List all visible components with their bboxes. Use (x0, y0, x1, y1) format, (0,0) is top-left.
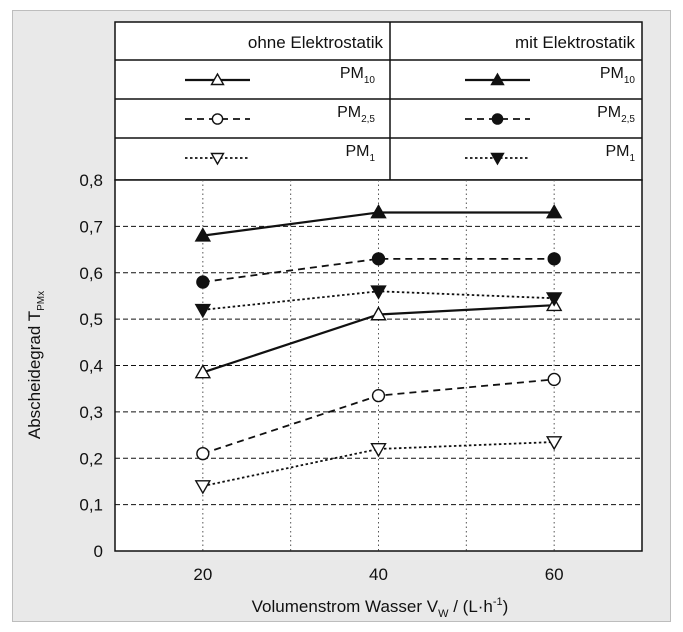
data-point-marker (371, 252, 386, 266)
data-point-marker (196, 275, 210, 289)
legend-entry: PM10 (465, 65, 635, 86)
series-pm1-ohne-elektrostatik (194, 436, 563, 495)
legend-label: PM10 (600, 65, 636, 86)
legend-label: PM1 (345, 143, 375, 164)
data-point-marker (196, 446, 210, 461)
data-point-marker (194, 227, 212, 242)
data-point-marker (210, 72, 225, 86)
y-tick-label: 0 (94, 542, 103, 561)
series-line (202, 441, 555, 487)
data-point-marker (194, 480, 212, 495)
data-point-marker (545, 292, 563, 307)
y-tick-label: 0,8 (79, 171, 103, 190)
data-point-marker (545, 436, 563, 451)
data-point-marker (211, 113, 224, 125)
series-pm2-5-ohne-elektrostatik (196, 372, 561, 461)
y-tick-label: 0,5 (79, 310, 103, 329)
legend-entry: PM10 (185, 65, 375, 86)
legend-entry: PM2,5 (465, 104, 635, 125)
y-tick-label: 0,4 (79, 357, 103, 376)
data-point-marker (370, 443, 387, 458)
data-point-marker (194, 303, 212, 319)
legend-entry: PM1 (185, 143, 375, 166)
data-point-marker (490, 152, 505, 166)
legend-entry: PM2,5 (185, 104, 375, 125)
legend-entry: PM1 (465, 143, 635, 166)
y-tick-label: 0,7 (79, 217, 103, 236)
x-tick-label: 40 (369, 565, 388, 584)
data-point-marker (210, 152, 225, 166)
data-point-marker (194, 364, 212, 379)
series-pm2-5-mit-elektrostatik (196, 252, 561, 289)
data-point-marker (371, 388, 386, 403)
data-point-marker (547, 252, 561, 266)
series-line (202, 257, 555, 283)
data-point-marker (491, 113, 504, 125)
data-point-marker (370, 306, 387, 321)
x-axis-ticks: 20 40 60 (193, 565, 563, 584)
series-pm10-mit-elektrostatik (194, 204, 563, 242)
legend-label: PM10 (340, 65, 376, 86)
legend-label: PM2,5 (337, 104, 375, 125)
data-point-marker (370, 204, 387, 219)
y-axis-ticks: 0 0,1 0,2 0,3 0,4 0,5 0,6 0,7 0,8 (79, 171, 103, 561)
x-tick-label: 20 (193, 565, 212, 584)
x-tick-label: 60 (545, 565, 564, 584)
legend-label: PM1 (605, 143, 635, 164)
series-group (194, 204, 563, 495)
legend-table: ohne Elektrostatik mit Elektrostatik PM1… (114, 21, 643, 181)
legend-label: PM2,5 (597, 104, 635, 125)
data-point-marker (545, 204, 563, 219)
data-point-marker (370, 285, 387, 300)
y-tick-label: 0,2 (79, 449, 103, 468)
y-tick-label: 0,1 (79, 496, 103, 515)
legend-box (114, 21, 643, 181)
data-point-marker (547, 372, 561, 387)
data-point-marker (490, 72, 505, 86)
legend-header-mit: mit Elektrostatik (515, 33, 635, 52)
x-axis-label: Volumenstrom Wasser VW / (L·h-1) (252, 596, 509, 620)
series-pm1-mit-elektrostatik (194, 285, 563, 319)
y-tick-label: 0,6 (79, 264, 103, 283)
y-tick-label: 0,3 (79, 403, 103, 422)
y-axis-label: Abscheidegrad TPMx (25, 291, 47, 439)
legend-header-ohne: ohne Elektrostatik (248, 33, 384, 52)
